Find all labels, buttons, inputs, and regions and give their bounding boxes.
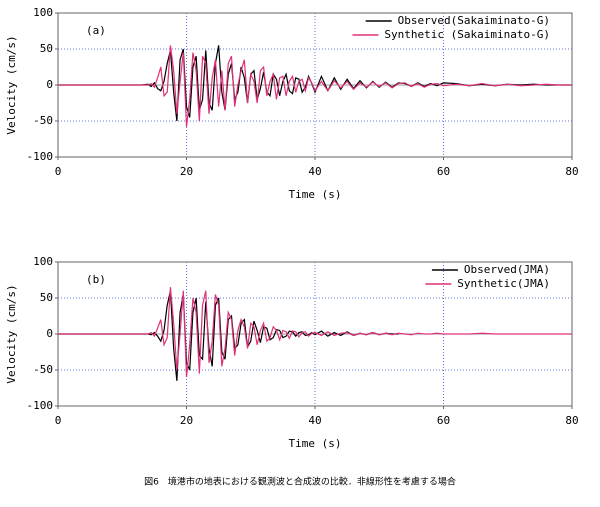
y-tick-label: 100 xyxy=(33,6,53,19)
caption: 図6 境港市の地表における観測波と合成波の比較．非線形性を考慮する場合 xyxy=(144,476,456,488)
x-tick-label: 40 xyxy=(308,165,321,178)
x-axis-label: Time (s) xyxy=(289,437,342,450)
y-tick-label: 100 xyxy=(33,255,53,268)
y-tick-label: -50 xyxy=(33,114,53,127)
y-tick-label: 50 xyxy=(40,291,53,304)
y-tick-label: -50 xyxy=(33,363,53,376)
y-tick-label: -100 xyxy=(27,150,54,163)
x-tick-label: 60 xyxy=(437,165,450,178)
legend-label: Synthetic (Sakaiminato-G) xyxy=(384,28,550,41)
series-line xyxy=(58,290,399,381)
x-tick-label: 20 xyxy=(180,165,193,178)
y-tick-label: 50 xyxy=(40,42,53,55)
y-tick-label: 0 xyxy=(46,327,53,340)
series-line xyxy=(58,45,572,127)
y-axis-label: Velocity (cm/s) xyxy=(5,35,18,134)
series-line xyxy=(58,287,572,378)
y-tick-label: 0 xyxy=(46,78,53,91)
x-tick-label: 0 xyxy=(55,414,62,427)
x-tick-label: 20 xyxy=(180,414,193,427)
x-tick-label: 60 xyxy=(437,414,450,427)
y-axis-label: Velocity (cm/s) xyxy=(5,284,18,383)
legend-label: Synthetic(JMA) xyxy=(457,277,550,290)
legend-label: Observed(Sakaiminato-G) xyxy=(398,14,550,27)
x-tick-label: 0 xyxy=(55,165,62,178)
panel-label: (a) xyxy=(86,24,106,37)
panel-label: (b) xyxy=(86,273,106,286)
x-tick-label: 80 xyxy=(565,414,578,427)
x-axis-label: Time (s) xyxy=(289,188,342,201)
legend-label: Observed(JMA) xyxy=(464,263,550,276)
x-tick-label: 40 xyxy=(308,414,321,427)
y-tick-label: -100 xyxy=(27,399,54,412)
x-tick-label: 80 xyxy=(565,165,578,178)
